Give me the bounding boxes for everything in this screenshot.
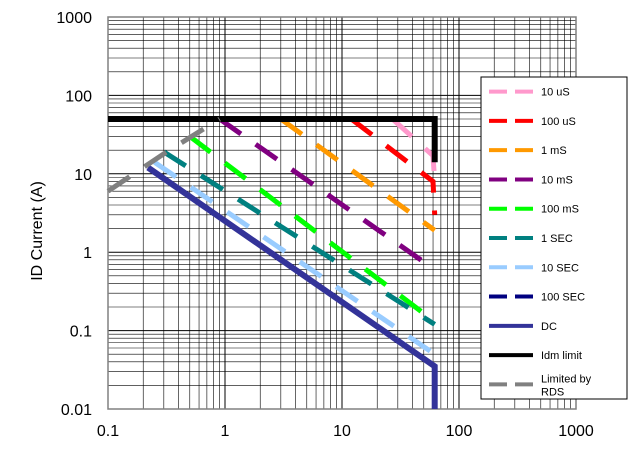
legend-label: 10 uS bbox=[541, 87, 570, 99]
x-tick-label: 1000 bbox=[558, 423, 594, 440]
series-line-8 bbox=[146, 165, 438, 409]
y-tick-label: 1000 bbox=[56, 10, 92, 27]
legend: 10 uS 100 uS 1 mS 10 mS 100 mS 1 SEC 10 SEC 100… bbox=[480, 76, 628, 400]
y-tick-label: 0.1 bbox=[70, 324, 92, 341]
series-line-9 bbox=[108, 116, 438, 163]
series-layer bbox=[106, 116, 438, 409]
series-line-10 bbox=[106, 116, 221, 194]
series-line-5 bbox=[162, 149, 437, 327]
legend-label: 10 mS bbox=[541, 174, 573, 186]
series-line-4 bbox=[188, 134, 437, 324]
legend-label: DC bbox=[541, 321, 557, 333]
series-line-2 bbox=[279, 116, 437, 233]
y-tick-label: 100 bbox=[65, 88, 92, 105]
x-tick-label: 100 bbox=[446, 423, 473, 440]
legend-label: 1 SEC bbox=[541, 233, 573, 245]
legend-label: 1 mS bbox=[541, 145, 567, 157]
legend-label: 100 uS bbox=[541, 116, 576, 128]
y-tick-label: 0.01 bbox=[61, 402, 92, 419]
series-line-1 bbox=[349, 117, 438, 215]
legend-label: Idm limit bbox=[541, 350, 582, 362]
y-axis-label: ID Current (A) bbox=[29, 181, 46, 281]
x-tick-label: 0.1 bbox=[97, 423, 119, 440]
tick-labels: 0.1 1 10 100 1000 1000 100 10 1 0.1 0.01 bbox=[56, 10, 593, 440]
x-tick-label: 10 bbox=[333, 423, 351, 440]
y-tick-label: 1 bbox=[83, 245, 92, 262]
y-tick-label: 10 bbox=[74, 167, 92, 184]
legend-label: 100 mS bbox=[541, 204, 579, 216]
x-tick-label: 1 bbox=[221, 423, 230, 440]
series-line-6 bbox=[153, 160, 437, 357]
legend-label: Limited by RDS bbox=[541, 373, 592, 398]
legend-label: 100 SEC bbox=[541, 292, 585, 304]
legend-label: 10 SEC bbox=[541, 262, 579, 274]
